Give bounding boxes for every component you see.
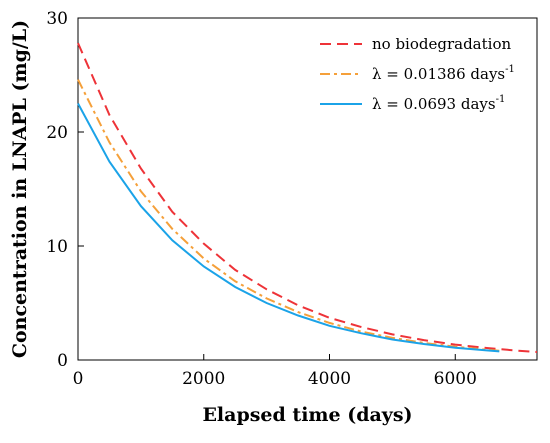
plot-area — [77, 17, 538, 361]
y-axis-title: Concentration in LNAPL (mg/L) — [9, 20, 31, 358]
series-line-2 — [77, 103, 500, 353]
x-tick-label: 0 — [73, 369, 84, 389]
legend: no biodegradation λ = 0.01386 days-1 λ =… — [320, 35, 515, 113]
y-tick-label: 0 — [57, 351, 68, 371]
x-tick-label: 2000 — [182, 369, 225, 389]
axes: 0 2000 4000 6000 0 10 20 30 — [46, 9, 477, 389]
legend-label-lambda-0.01386: λ = 0.01386 days-1 — [372, 64, 515, 83]
legend-label-no-biodegradation: no biodegradation — [372, 35, 511, 53]
x-tick-label: 6000 — [434, 369, 477, 389]
legend-label-lambda-0.0693: λ = 0.0693 days-1 — [372, 94, 505, 113]
x-axis-title: Elapsed time (days) — [202, 404, 412, 426]
y-tick-label: 20 — [46, 123, 68, 143]
plot-frame — [77, 17, 538, 361]
y-tick-label: 10 — [46, 237, 68, 257]
series-line-0 — [77, 42, 538, 353]
series-line-1 — [77, 79, 500, 352]
y-tick-label: 30 — [46, 9, 68, 29]
x-tick-label: 4000 — [308, 369, 351, 389]
series-group — [77, 42, 538, 353]
